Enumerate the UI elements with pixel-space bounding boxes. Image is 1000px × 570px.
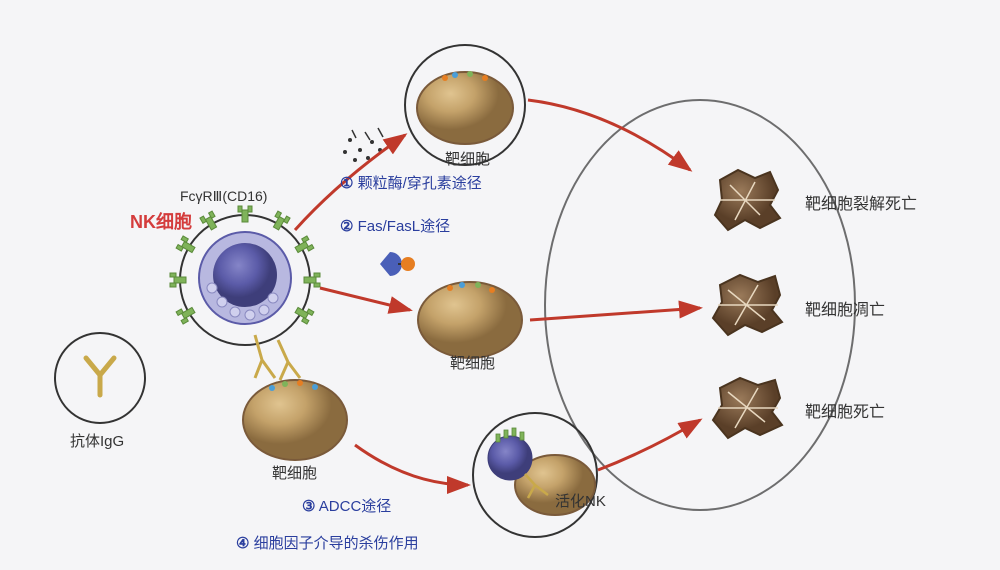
pathway3-text: ADCC途径 [319, 498, 392, 515]
dead-cell-3 [713, 378, 782, 438]
pathway2-text: Fas/FasL途径 [358, 218, 451, 235]
activated-nk-core [488, 436, 532, 480]
antibody-links [255, 335, 300, 380]
pathway1-label: ① 颗粒酶/穿孔素途径 [340, 172, 482, 193]
dead-cell-1 [715, 170, 780, 230]
granules-scatter [343, 128, 392, 162]
target-top-label: 靶细胞 [445, 148, 490, 169]
outcome3-label: 靶细胞死亡 [805, 398, 885, 422]
pathway4-num: ④ [236, 534, 249, 552]
antibody-label: 抗体IgG [70, 430, 124, 451]
pathway3-label: ③ ADCC途径 [302, 495, 391, 516]
pathway2-label: ② Fas/FasL途径 [340, 215, 450, 236]
outcome1-label: 靶细胞裂解死亡 [805, 190, 917, 214]
outcome2-label: 靶细胞凋亡 [805, 296, 885, 320]
pathway3-num: ③ [302, 497, 315, 515]
pathway4-text: 细胞因子介导的杀伤作用 [254, 535, 419, 552]
pathway1-num: ① [340, 174, 353, 192]
activated-nk-label: 活化NK [555, 490, 606, 511]
fas-fasl-icon [380, 252, 415, 276]
target-cell-lower [243, 380, 347, 460]
nk-cell-label: NK细胞 [130, 208, 192, 234]
pathway2-num: ② [340, 217, 353, 235]
receptor-label: FcγRⅢ(CD16) [180, 188, 267, 205]
antibody-icon [86, 358, 114, 395]
target-lower-label: 靶细胞 [272, 462, 317, 483]
target-cell-mid [418, 282, 522, 358]
dead-cell-2 [713, 275, 782, 335]
target-mid-label: 靶细胞 [450, 352, 495, 373]
pathway1-text: 颗粒酶/穿孔素途径 [358, 175, 482, 192]
diagram-svg [0, 0, 1000, 570]
target-cell-top [417, 72, 513, 144]
pathway4-label: ④ 细胞因子介导的杀伤作用 [236, 532, 419, 553]
